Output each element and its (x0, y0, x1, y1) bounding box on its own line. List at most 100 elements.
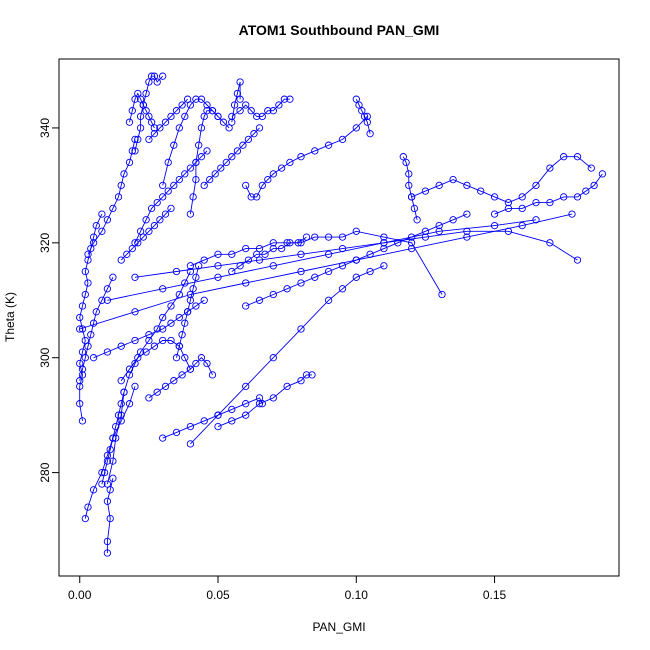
data-point (532, 181, 540, 190)
x-axis-label: PAN_GMI (312, 620, 365, 634)
data-point (269, 262, 277, 270)
series-32 (228, 233, 311, 276)
data-point (159, 336, 167, 345)
data-point (183, 95, 192, 103)
data-point (145, 394, 153, 402)
data-point (236, 262, 244, 270)
data-point (598, 170, 607, 178)
series-13 (399, 153, 421, 224)
x-axis: 0.00 0.05 0.10 0.15 (68, 575, 507, 602)
data-point (242, 411, 250, 419)
data-point (78, 365, 87, 373)
data-point (161, 382, 170, 391)
data-point (195, 262, 203, 270)
data-point (136, 348, 145, 356)
data-point (255, 124, 264, 132)
data-point (338, 285, 347, 293)
data-point (98, 227, 106, 235)
data-point (134, 135, 142, 144)
y-axis-label: Theta (K) (3, 292, 17, 342)
data-point (504, 227, 513, 235)
data-point (103, 348, 112, 356)
data-point (255, 394, 264, 402)
data-point (250, 130, 258, 138)
data-point (84, 342, 92, 350)
series-33 (242, 210, 471, 310)
data-point (150, 72, 159, 80)
data-point (435, 181, 443, 190)
plot-region (76, 72, 607, 557)
data-point (78, 348, 87, 356)
data-point (407, 193, 416, 201)
data-point (181, 354, 189, 362)
data-point (145, 78, 153, 86)
data-point (230, 101, 239, 109)
data-point (244, 256, 253, 264)
data-point (490, 221, 499, 230)
series-31 (117, 204, 175, 264)
data-point (214, 422, 222, 431)
series-14 (407, 153, 595, 207)
data-point (244, 135, 253, 144)
data-point (181, 112, 189, 121)
data-point (181, 319, 189, 327)
data-point (164, 158, 172, 167)
data-point (200, 181, 208, 190)
series-line-13 (402, 156, 418, 220)
data-point (186, 262, 195, 270)
data-point (178, 331, 186, 339)
data-point (228, 417, 236, 425)
data-point (128, 107, 136, 115)
y-tick-label: 300 (38, 347, 52, 367)
data-point (269, 290, 277, 299)
series-0 (103, 474, 117, 557)
data-point (167, 302, 175, 310)
data-point (76, 382, 84, 391)
data-point (280, 95, 289, 103)
series-line-14 (411, 156, 592, 204)
data-point (145, 227, 153, 235)
data-point (203, 101, 211, 109)
data-point (504, 204, 513, 213)
data-point (175, 175, 183, 184)
y-tick-label: 320 (38, 232, 52, 252)
data-point (170, 377, 178, 385)
data-point (89, 486, 98, 494)
data-point (236, 107, 244, 115)
data-point (81, 290, 89, 299)
series-20 (186, 262, 388, 448)
data-point (324, 233, 333, 241)
data-point (84, 503, 92, 511)
data-point (76, 400, 84, 408)
data-point (228, 153, 236, 161)
data-point (98, 296, 106, 304)
data-point (106, 486, 114, 494)
data-point (103, 216, 112, 224)
data-point (258, 112, 266, 121)
data-point (203, 359, 211, 368)
data-point (175, 313, 183, 322)
data-point (76, 359, 84, 368)
data-point (87, 331, 95, 339)
data-point (134, 354, 142, 362)
data-point (324, 267, 333, 276)
data-point (366, 130, 374, 138)
data-point (172, 107, 181, 115)
data-point (269, 170, 277, 178)
data-point (145, 336, 153, 345)
data-point (214, 411, 222, 419)
series-29 (76, 273, 117, 385)
data-point (142, 348, 150, 356)
series-line-29 (79, 277, 114, 381)
y-axis: 280 300 320 340 (38, 118, 60, 483)
data-point (338, 262, 347, 270)
series-line-17 (107, 219, 537, 301)
data-point (311, 273, 319, 281)
data-point (228, 267, 236, 276)
data-point (117, 400, 125, 408)
data-point (89, 354, 98, 362)
data-point (352, 227, 360, 235)
data-point (366, 267, 374, 276)
data-point (380, 244, 388, 253)
data-point (504, 198, 513, 207)
